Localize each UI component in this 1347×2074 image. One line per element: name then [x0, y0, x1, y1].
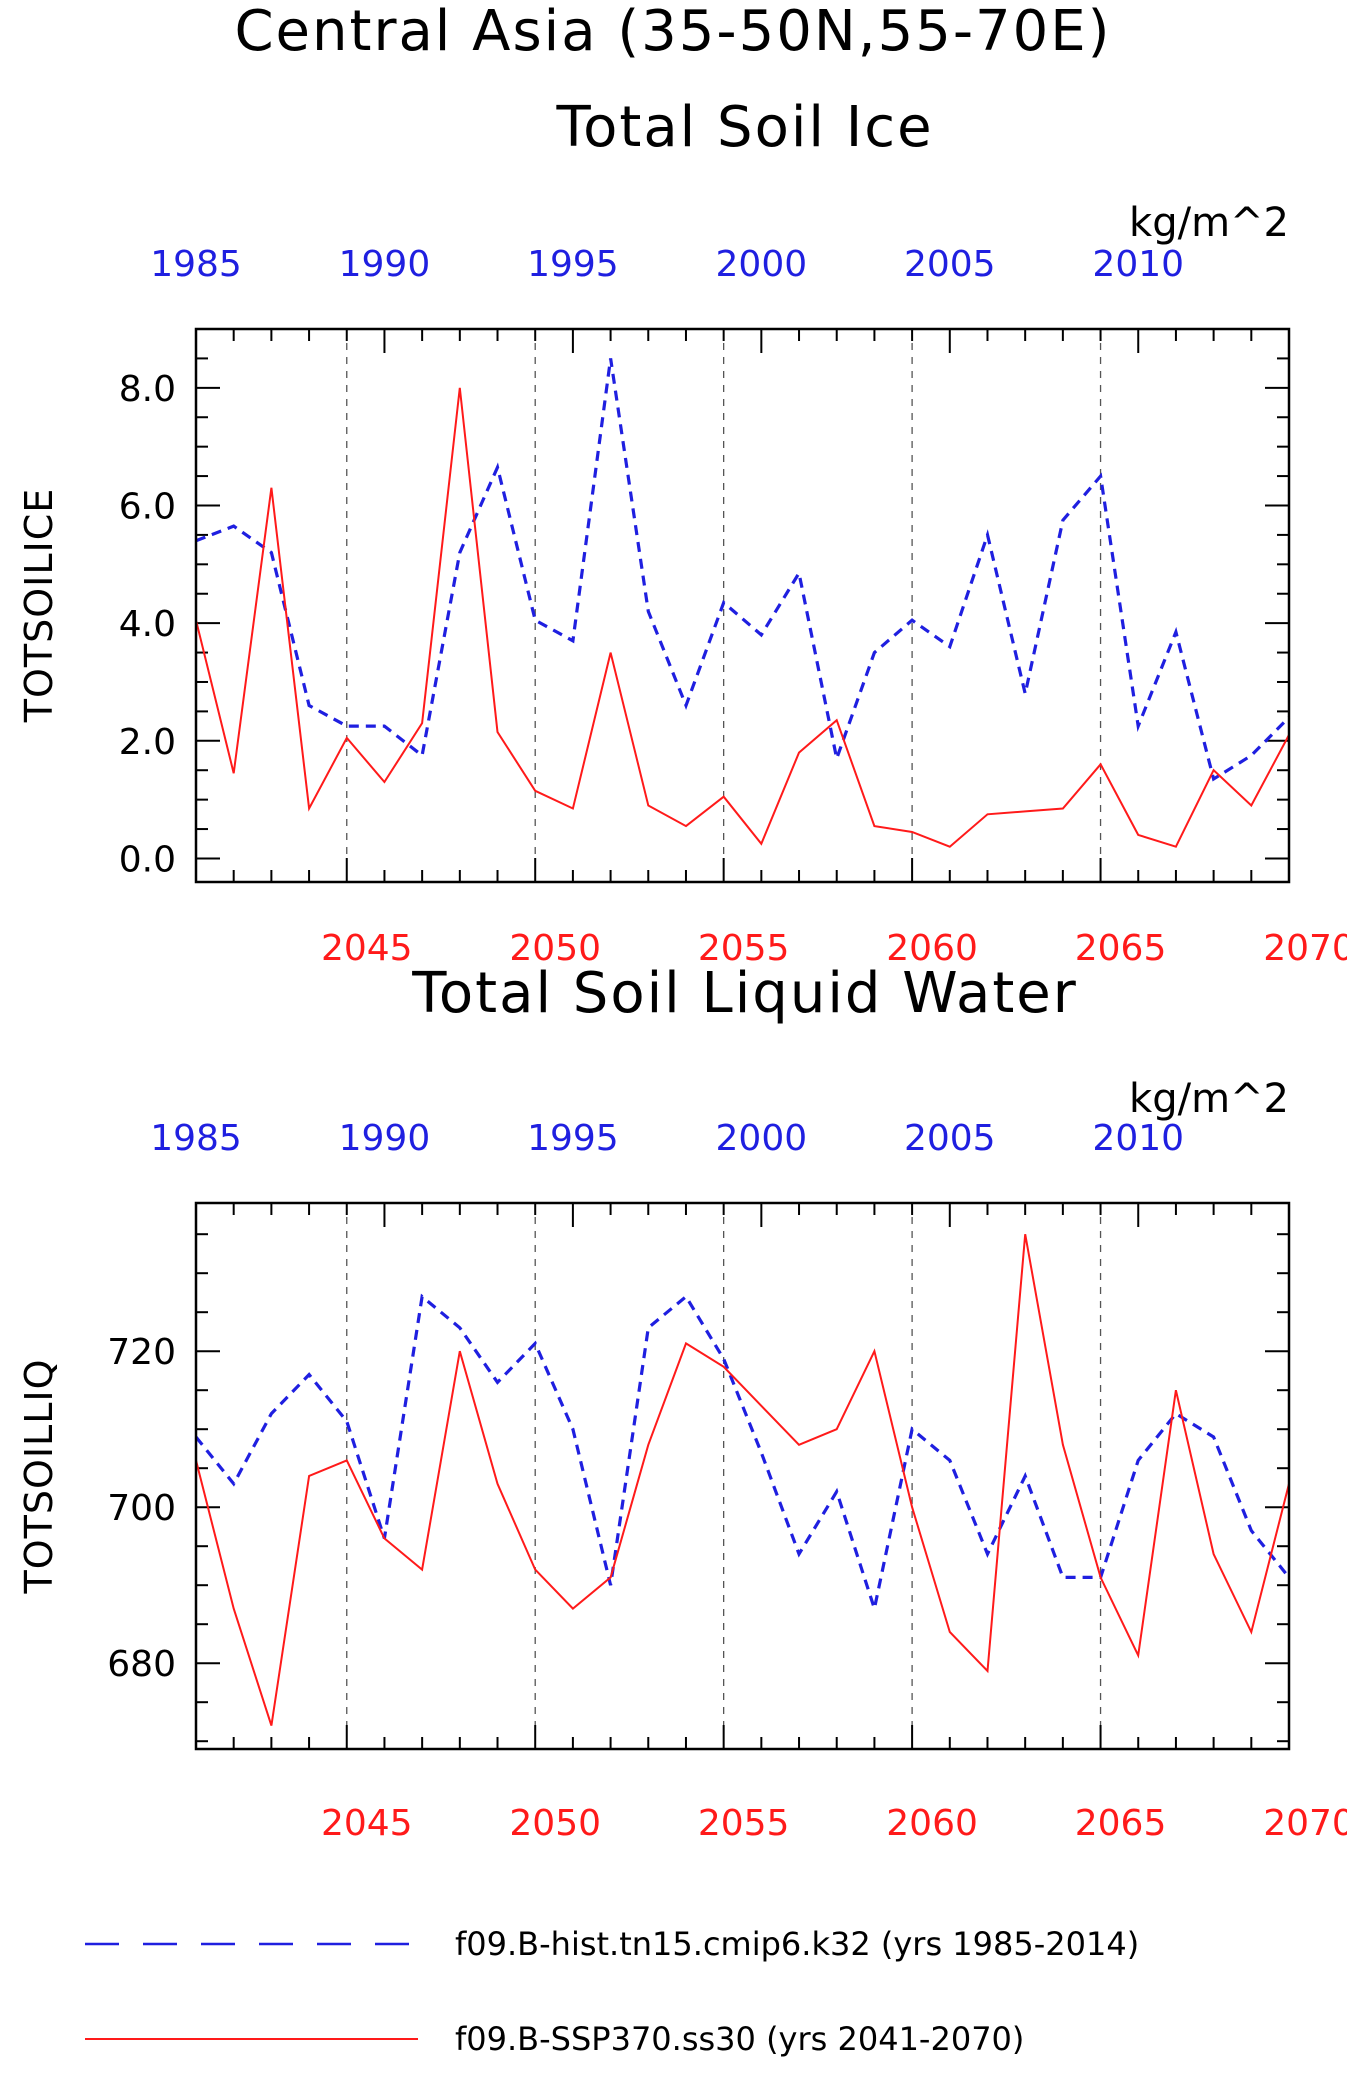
series-hist-line	[194, 1293, 1291, 1615]
y-tick-label: 8.0	[119, 369, 176, 410]
top-tick-label: 2005	[904, 1118, 996, 1159]
y-axis-label: TOTSOILICE	[17, 488, 61, 724]
bottom-tick-label: 2065	[1075, 1803, 1167, 1844]
panel2-title: Total Soil Liquid Water	[411, 961, 1078, 1026]
units-label: kg/m^2	[1129, 1076, 1289, 1122]
bottom-tick-label: 2045	[321, 1803, 413, 1844]
top-tick-label: 1995	[527, 1118, 619, 1159]
plot-frame	[194, 327, 1291, 884]
soil-ice-panel: 0.0 2.0 4.0 6.0 8.0 2045 2050 2055 2060 2065 2070 1…	[17, 200, 1347, 969]
main-title-line2: Total Soil Ice	[555, 95, 933, 160]
y-tick-label: 680	[107, 1644, 176, 1685]
soil-liquid-panel: 680 700 720 2045 2050 2055 2060 2065 2070 1985 199…	[17, 1076, 1347, 1844]
bottom-tick-label: 2070	[1263, 1803, 1347, 1844]
bottom-tick-label: 2060	[886, 928, 978, 969]
top-tick-label: 1990	[339, 244, 431, 285]
top-tick-label: 1990	[339, 1118, 431, 1159]
y-tick-label: 0.0	[119, 839, 176, 880]
y-tick-label: 4.0	[119, 604, 176, 645]
bottom-tick-label: 2050	[509, 1803, 601, 1844]
top-tick-label: 2010	[1092, 1118, 1184, 1159]
legend: f09.B-hist.tn15.cmip6.k32 (yrs 1985-2014…	[85, 1925, 1139, 2058]
series-ssp-line	[195, 387, 1290, 848]
main-title-line1: Central Asia (35-50N,55-70E)	[234, 0, 1111, 64]
top-tick-label: 2010	[1092, 244, 1184, 285]
series-ssp-line	[195, 1234, 1290, 1726]
y-tick-label: 720	[107, 1332, 176, 1373]
y-axis-label: TOTSOILLIQ	[17, 1358, 61, 1594]
top-tick-label: 1985	[150, 1118, 242, 1159]
bottom-tick-label: 2045	[321, 928, 413, 969]
top-tick-label: 1995	[527, 244, 619, 285]
top-tick-label: 2000	[716, 1118, 808, 1159]
plot-frame	[194, 1201, 1291, 1751]
bottom-tick-label: 2070	[1263, 928, 1347, 969]
top-tick-label: 2005	[904, 244, 996, 285]
bottom-tick-label: 2050	[509, 928, 601, 969]
bottom-tick-label: 2060	[886, 1803, 978, 1844]
y-tick-label: 2.0	[119, 722, 176, 763]
y-tick-label: 6.0	[119, 486, 176, 527]
legend-ssp-label: f09.B-SSP370.ss30 (yrs 2041-2070)	[455, 2020, 1024, 2058]
bottom-tick-label: 2055	[698, 928, 790, 969]
bottom-tick-label: 2065	[1075, 928, 1167, 969]
top-tick-label: 1985	[150, 244, 242, 285]
top-tick-label: 2000	[716, 244, 808, 285]
series-hist-line	[195, 358, 1291, 782]
units-label: kg/m^2	[1129, 200, 1289, 246]
y-tick-label: 700	[107, 1488, 176, 1529]
legend-hist-label: f09.B-hist.tn15.cmip6.k32 (yrs 1985-2014…	[455, 1925, 1139, 1963]
bottom-tick-label: 2055	[698, 1803, 790, 1844]
